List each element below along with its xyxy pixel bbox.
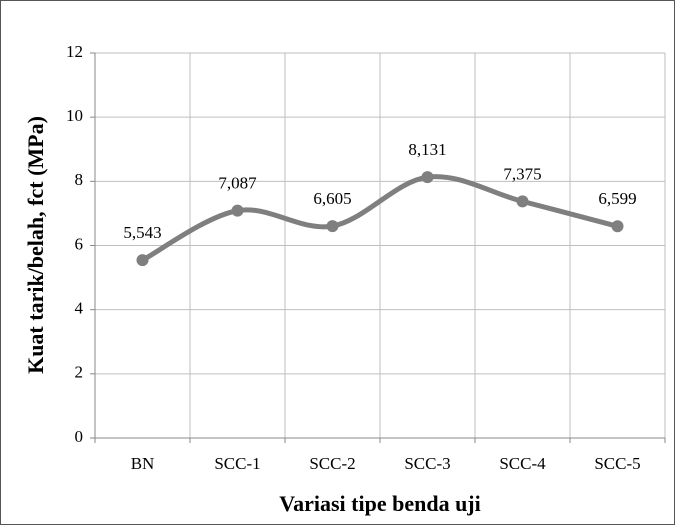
data-label: 8,131 xyxy=(408,140,446,159)
x-tick-label: BN xyxy=(131,454,155,473)
y-tick-label: 8 xyxy=(75,170,84,189)
y-tick-label: 0 xyxy=(75,427,84,446)
marker xyxy=(611,220,624,233)
data-label: 6,605 xyxy=(313,189,351,208)
y-tick-label: 12 xyxy=(66,42,83,61)
x-tick-label: SCC-4 xyxy=(499,454,546,473)
x-tick-label: SCC-1 xyxy=(214,454,260,473)
marker xyxy=(136,254,149,267)
y-tick-label: 10 xyxy=(66,106,83,125)
y-axis-title: Kuat tarik/belah, fct (MPa) xyxy=(23,116,48,374)
data-label: 6,599 xyxy=(598,189,636,208)
marker xyxy=(421,171,434,184)
x-tick-label: SCC-3 xyxy=(404,454,450,473)
x-tick-label: SCC-5 xyxy=(594,454,640,473)
marker xyxy=(516,195,529,208)
marker xyxy=(326,220,339,233)
y-tick-label: 4 xyxy=(75,299,84,318)
x-axis-title: Variasi tipe benda uji xyxy=(279,491,481,516)
y-tick-label: 6 xyxy=(75,234,84,253)
data-label: 7,375 xyxy=(503,164,541,183)
y-tick-label: 2 xyxy=(75,363,84,382)
data-label: 7,087 xyxy=(218,174,257,193)
x-tick-label: SCC-2 xyxy=(309,454,355,473)
data-label: 5,543 xyxy=(123,223,161,242)
marker xyxy=(231,204,244,217)
